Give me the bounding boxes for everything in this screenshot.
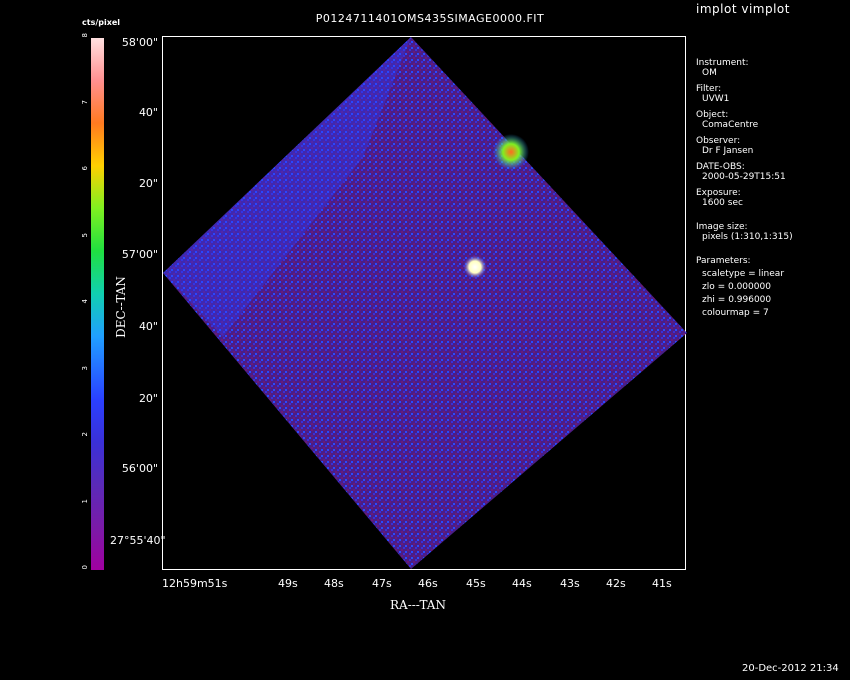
param-zhi: zhi = 0.996000	[702, 295, 772, 305]
y-tick-label: 57'00"	[121, 248, 158, 261]
object-value: ComaCentre	[702, 120, 759, 130]
colorbar-tick: 8	[81, 33, 89, 38]
x-tick-label: 48s	[324, 577, 344, 590]
x-tick-label: 43s	[560, 577, 580, 590]
exposure-label: Exposure:	[696, 188, 741, 198]
source-green	[493, 134, 529, 170]
x-tick-label: 44s	[512, 577, 532, 590]
colorbar-label: cts/pixel	[82, 18, 121, 27]
instrument-label: Instrument:	[696, 58, 749, 68]
size-label: Image size:	[696, 222, 748, 232]
colorbar-tick: 7	[81, 99, 89, 104]
x-tick-label: 42s	[606, 577, 626, 590]
size-value: pixels (1:310,1:315)	[702, 232, 793, 242]
param-colourmap: colourmap = 7	[702, 308, 769, 318]
x-tick-label: 41s	[652, 577, 672, 590]
plot-frame	[162, 36, 687, 570]
image-footprint	[163, 37, 687, 569]
observer-value: Dr F Jansen	[702, 146, 754, 156]
y-tick-label: 58'00"	[121, 36, 158, 49]
y-tick-label: 20"	[138, 392, 158, 405]
y-tick-label: 27°55'40"	[110, 534, 166, 547]
footer-date: 20-Dec-2012 21:34	[742, 663, 839, 674]
param-scaletype: scaletype = linear	[702, 269, 785, 279]
colorbar-tick: 1	[81, 498, 89, 503]
colorbar-tick: 5	[81, 232, 89, 237]
y-tick-label: 40"	[138, 320, 158, 333]
x-tick-label: 46s	[418, 577, 438, 590]
x-tick-label: 47s	[372, 577, 392, 590]
colorbar	[91, 38, 104, 570]
x-tick-label: 12h59m51s	[162, 577, 228, 590]
date-label: DATE-OBS:	[696, 162, 745, 172]
y-tick-label: 56'00"	[121, 462, 158, 475]
object-label: Object:	[696, 110, 729, 120]
x-tick-label: 49s	[278, 577, 298, 590]
image-panel	[163, 37, 687, 569]
plot-title: P0124711401OMS435SIMAGE0000.FIT	[315, 12, 545, 25]
x-tick-label: 45s	[466, 577, 486, 590]
colorbar-tick: 6	[81, 166, 89, 171]
metadata-panel: Instrument: OM Filter: UVW1 Object: Coma…	[696, 58, 793, 318]
instrument-value: OM	[702, 68, 717, 78]
exposure-value: 1600 sec	[702, 198, 743, 208]
param-zlo: zlo = 0.000000	[702, 282, 771, 292]
filter-value: UVW1	[702, 94, 730, 104]
y-tick-label: 20"	[138, 177, 158, 190]
filter-label: Filter:	[696, 84, 722, 94]
x-axis-label: RA---TAN	[390, 598, 446, 612]
params-label: Parameters:	[696, 256, 751, 266]
bright-source	[463, 255, 487, 279]
y-tick-label: 40"	[138, 106, 158, 119]
date-value: 2000-05-29T15:51	[702, 172, 786, 182]
observer-label: Observer:	[696, 136, 741, 146]
colorbar-tick: 3	[81, 365, 89, 370]
colorbar-tick: 2	[81, 432, 89, 437]
app-title: implot vimplot	[696, 2, 790, 16]
colorbar-tick: 0	[81, 565, 89, 570]
colorbar-tick: 4	[81, 299, 89, 304]
